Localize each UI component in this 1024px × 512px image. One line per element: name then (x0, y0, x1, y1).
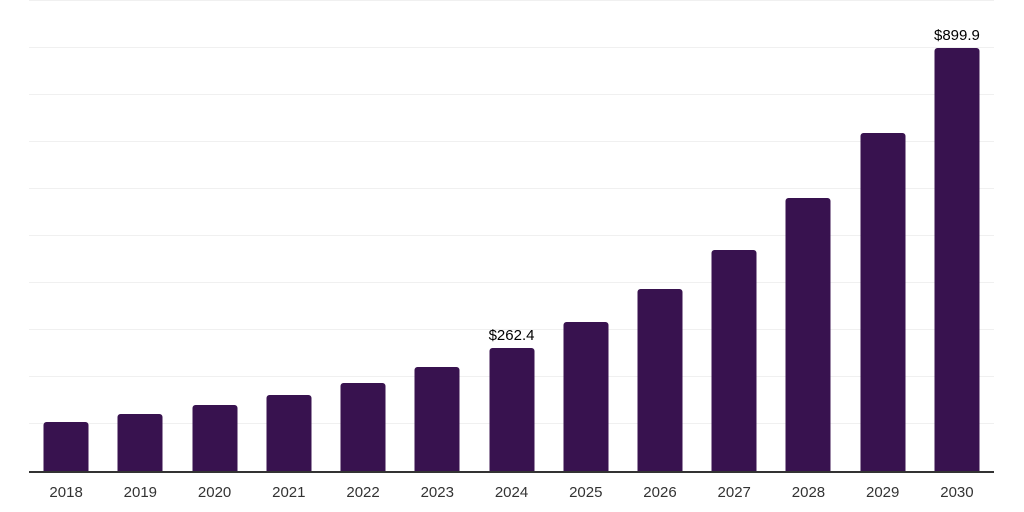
bar-group-2018 (29, 1, 103, 471)
bar-group-2029 (846, 1, 920, 471)
x-tick-label-2027: 2027 (717, 484, 751, 501)
bar-2025[interactable] (563, 322, 609, 471)
x-tick-label-2020: 2020 (197, 484, 232, 501)
bar-group-2021 (252, 1, 326, 471)
gridline-1000 (29, 0, 994, 1)
bar-group-2019 (103, 1, 177, 471)
bar-2023[interactable] (414, 366, 460, 471)
bar-2028[interactable] (785, 198, 831, 471)
plot-area: $262.4 $899.9 (29, 0, 994, 473)
data-label-2030: $899.9 (933, 27, 980, 45)
bar-2019[interactable] (117, 414, 163, 471)
bar-2018[interactable] (43, 421, 89, 471)
bar-2026[interactable] (637, 289, 683, 471)
x-axis-line (29, 471, 994, 473)
gridline-800 (29, 94, 994, 95)
x-tick-label-2019: 2019 (123, 484, 158, 501)
bar-group-2024: $262.4 (474, 1, 548, 471)
bar-2024[interactable] (489, 347, 535, 471)
x-tick-label-2025: 2025 (569, 484, 603, 501)
bar-group-2028 (771, 1, 845, 471)
bar-group-2022 (326, 1, 400, 471)
x-tick-label-2018: 2018 (49, 484, 83, 501)
gridline-700 (29, 141, 994, 142)
bar-group-2020 (177, 1, 251, 471)
gridline-500 (29, 235, 994, 236)
gridline-300 (29, 329, 994, 330)
bar-group-2023 (400, 1, 474, 471)
bar-series: $262.4 $899.9 (29, 1, 994, 471)
bar-group-2025 (549, 1, 623, 471)
gridline-400 (29, 282, 994, 283)
x-tick-label-2024: 2024 (494, 484, 529, 501)
bar-2021[interactable] (266, 394, 312, 471)
bar-2029[interactable] (860, 132, 906, 471)
x-tick-label-2028: 2028 (791, 484, 826, 501)
x-tick-label-2030: 2030 (940, 484, 974, 501)
bar-2022[interactable] (340, 382, 386, 471)
bar-2020[interactable] (192, 405, 238, 471)
gridline-600 (29, 188, 994, 189)
x-tick-label-2022: 2022 (346, 484, 380, 501)
bar-group-2026 (623, 1, 697, 471)
bar-2030[interactable] (934, 48, 980, 471)
x-tick-label-2026: 2026 (643, 484, 677, 501)
bar-group-2027 (697, 1, 771, 471)
bar-group-2030: $899.9 (920, 1, 994, 471)
data-label-2024: $262.4 (488, 326, 535, 344)
gridline-900 (29, 47, 994, 48)
x-tick-label-2021: 2021 (272, 484, 306, 501)
bar-2027[interactable] (711, 250, 757, 471)
x-tick-label-2029: 2029 (866, 484, 900, 501)
x-tick-label-2023: 2023 (420, 484, 454, 501)
x-axis-tick-labels: 2018 2019 2020 2021 2022 2023 2024 2025 2026 2027… (29, 485, 994, 501)
